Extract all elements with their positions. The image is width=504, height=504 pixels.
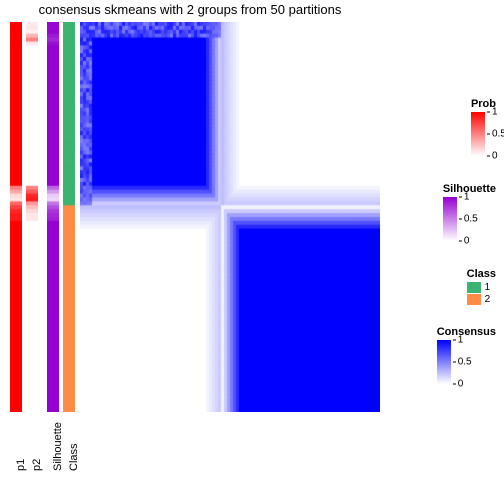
annotation-label-p2: p2 — [31, 459, 43, 471]
annotation-class — [63, 22, 75, 412]
legend-ramp-prob — [471, 112, 485, 156]
legend-item-label: 1 — [485, 282, 491, 293]
annotation-label-p1: p1 — [15, 459, 27, 471]
legend-tick: 1 — [459, 192, 470, 203]
legend-consensus: Consensus10.50 — [437, 326, 496, 384]
legend-swatch — [467, 294, 481, 305]
legend-ramp-silhouette — [443, 197, 457, 241]
annotation-p1 — [10, 22, 22, 412]
legend-silhouette: Silhouette10.50 — [443, 183, 496, 241]
legend-title-class: Class — [467, 268, 496, 280]
legend-tick: 1 — [453, 335, 464, 346]
legend-tick: 0 — [453, 379, 464, 390]
legend-tick: 0.5 — [487, 129, 504, 140]
annotation-label-class: Class — [68, 443, 80, 471]
legend-ramp-consensus — [437, 340, 451, 384]
legend-tick: 1 — [487, 107, 498, 118]
legend-title-consensus: Consensus — [437, 326, 496, 338]
page-title: consensus skmeans with 2 groups from 50 … — [0, 2, 380, 17]
consensus-heatmap — [80, 22, 380, 412]
legend-tick: 0 — [459, 236, 470, 247]
legend-tick: 0 — [487, 151, 498, 162]
annotation-label-silhouette: Silhouette — [52, 422, 64, 471]
legend-item-label: 2 — [485, 294, 491, 305]
annotation-p2 — [26, 22, 38, 412]
legend-item-class-2: 2 — [467, 294, 496, 305]
legend-swatch — [467, 282, 481, 293]
legend-item-class-1: 1 — [467, 282, 496, 293]
legend-prob: Prob10.50 — [471, 98, 496, 156]
legend-tick: 0.5 — [453, 357, 472, 368]
legend-class: Class 12 — [467, 268, 496, 305]
legend-tick: 0.5 — [459, 214, 478, 225]
annotation-silhouette — [47, 22, 59, 412]
